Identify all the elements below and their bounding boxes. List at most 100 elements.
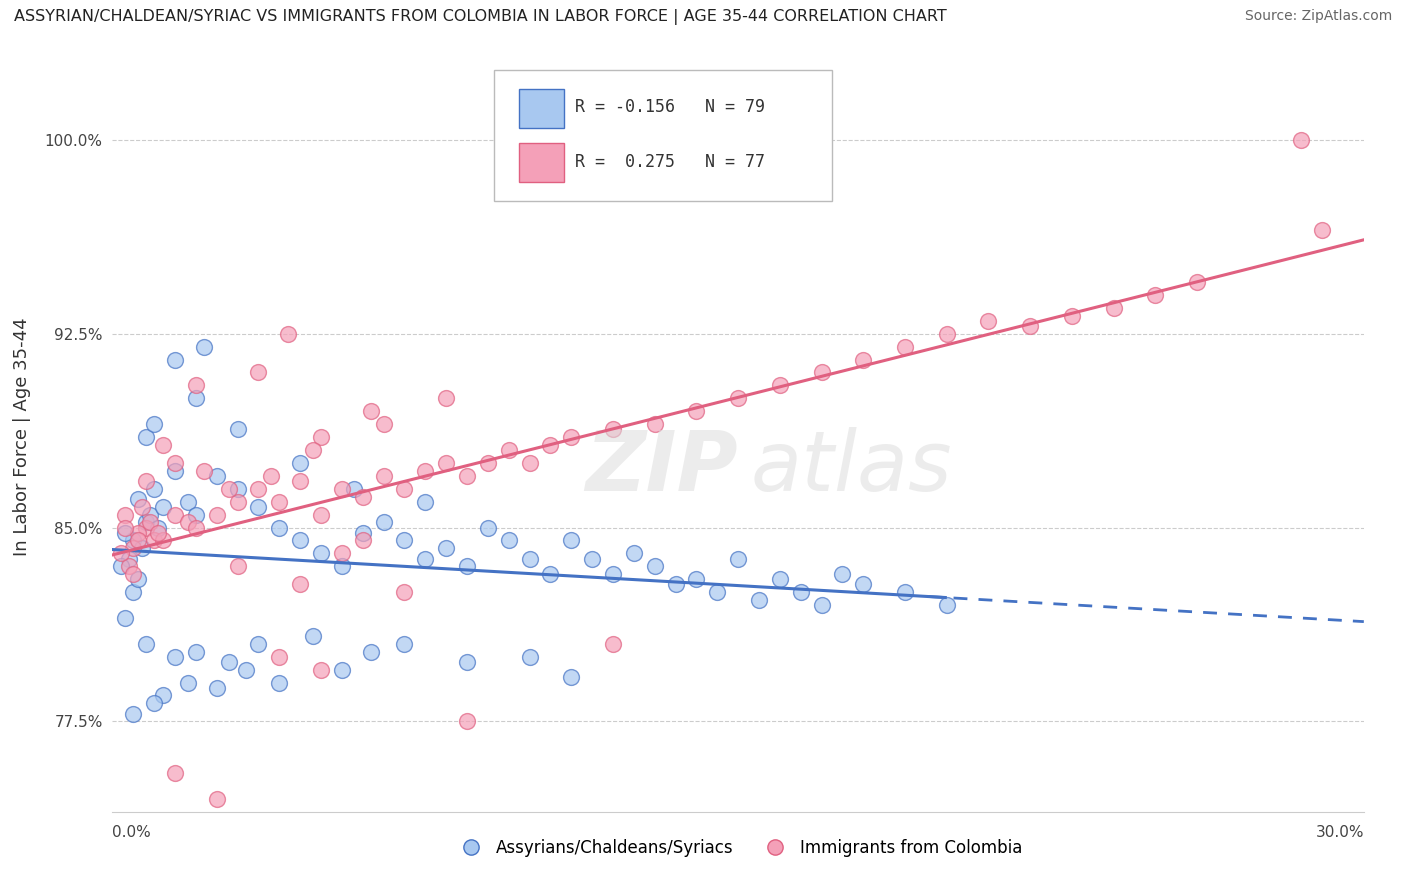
Point [184,378,207,392]
Point [301,442,323,457]
Point [1102,301,1125,315]
Point [118,551,141,566]
Text: 0.0%: 0.0% [112,824,152,839]
Point [139,516,162,530]
Text: ASSYRIAN/CHALDEAN/SYRIAC VS IMMIGRANTS FROM COLOMBIA IN LABOR FORCE | AGE 35-44 : ASSYRIAN/CHALDEAN/SYRIAC VS IMMIGRANTS F… [14,9,946,25]
Point [143,482,166,496]
Point [560,533,582,548]
Point [394,637,416,651]
Point [131,500,153,514]
Point [163,456,186,470]
Point [413,494,436,508]
Point [163,649,186,664]
Point [269,649,291,664]
Point [290,456,312,470]
Point [184,644,207,658]
Point [413,464,436,478]
Point [477,520,499,534]
Point [360,644,382,658]
Point [360,404,382,418]
Point [114,520,136,534]
Point [143,533,166,548]
FancyBboxPatch shape [519,144,564,182]
Point [394,585,416,599]
Point [114,525,136,540]
Point [269,494,291,508]
Point [852,352,875,367]
Point [247,500,270,514]
Point [373,468,395,483]
Point [247,637,270,651]
Point [769,572,792,586]
Point [498,442,520,457]
Point [894,340,917,354]
Point [176,516,198,530]
Point [152,438,174,452]
Point [935,598,957,612]
Point [560,430,582,444]
Text: R = -0.156   N = 79: R = -0.156 N = 79 [575,98,765,116]
Point [152,689,174,703]
Point [894,585,917,599]
Point [184,392,207,406]
Point [434,456,457,470]
Point [127,572,149,586]
Point [394,482,416,496]
Point [413,551,436,566]
Point [176,675,198,690]
Point [290,577,312,591]
Point [152,500,174,514]
Point [602,422,624,436]
Point [218,482,240,496]
Text: R =  0.275   N = 77: R = 0.275 N = 77 [575,153,765,171]
Point [122,585,145,599]
Point [226,559,249,574]
Point [1019,318,1042,333]
Point [352,525,374,540]
Point [456,559,478,574]
Y-axis label: In Labor Force | Age 35-44: In Labor Force | Age 35-44 [13,318,31,557]
Point [301,629,323,643]
Point [831,567,853,582]
Point [538,567,561,582]
Point [935,326,957,341]
Point [810,366,832,380]
Point [434,392,457,406]
Text: Source: ZipAtlas.com: Source: ZipAtlas.com [1244,9,1392,23]
Point [623,546,645,560]
Point [127,525,149,540]
Point [152,533,174,548]
Point [122,541,145,556]
Point [434,541,457,556]
Point [110,546,132,560]
Point [163,352,186,367]
Point [727,551,749,566]
Point [810,598,832,612]
Point [706,585,728,599]
Text: atlas: atlas [751,426,952,508]
Point [538,438,561,452]
Point [269,520,291,534]
Point [343,482,366,496]
Point [519,551,541,566]
Legend: Assyrians/Chaldeans/Syriacs, Immigrants from Colombia: Assyrians/Chaldeans/Syriacs, Immigrants … [447,832,1029,863]
Point [352,533,374,548]
Point [260,468,283,483]
Point [644,417,666,432]
Point [163,766,186,780]
Point [1291,133,1313,147]
Point [644,559,666,574]
Point [226,422,249,436]
Point [247,482,270,496]
Point [309,508,332,522]
Point [290,474,312,488]
Point [1185,275,1208,289]
Point [176,494,198,508]
Point [309,663,332,677]
Point [277,326,299,341]
Point [664,577,686,591]
Point [769,378,792,392]
Point [519,456,541,470]
Point [977,314,1000,328]
Point [122,706,145,721]
